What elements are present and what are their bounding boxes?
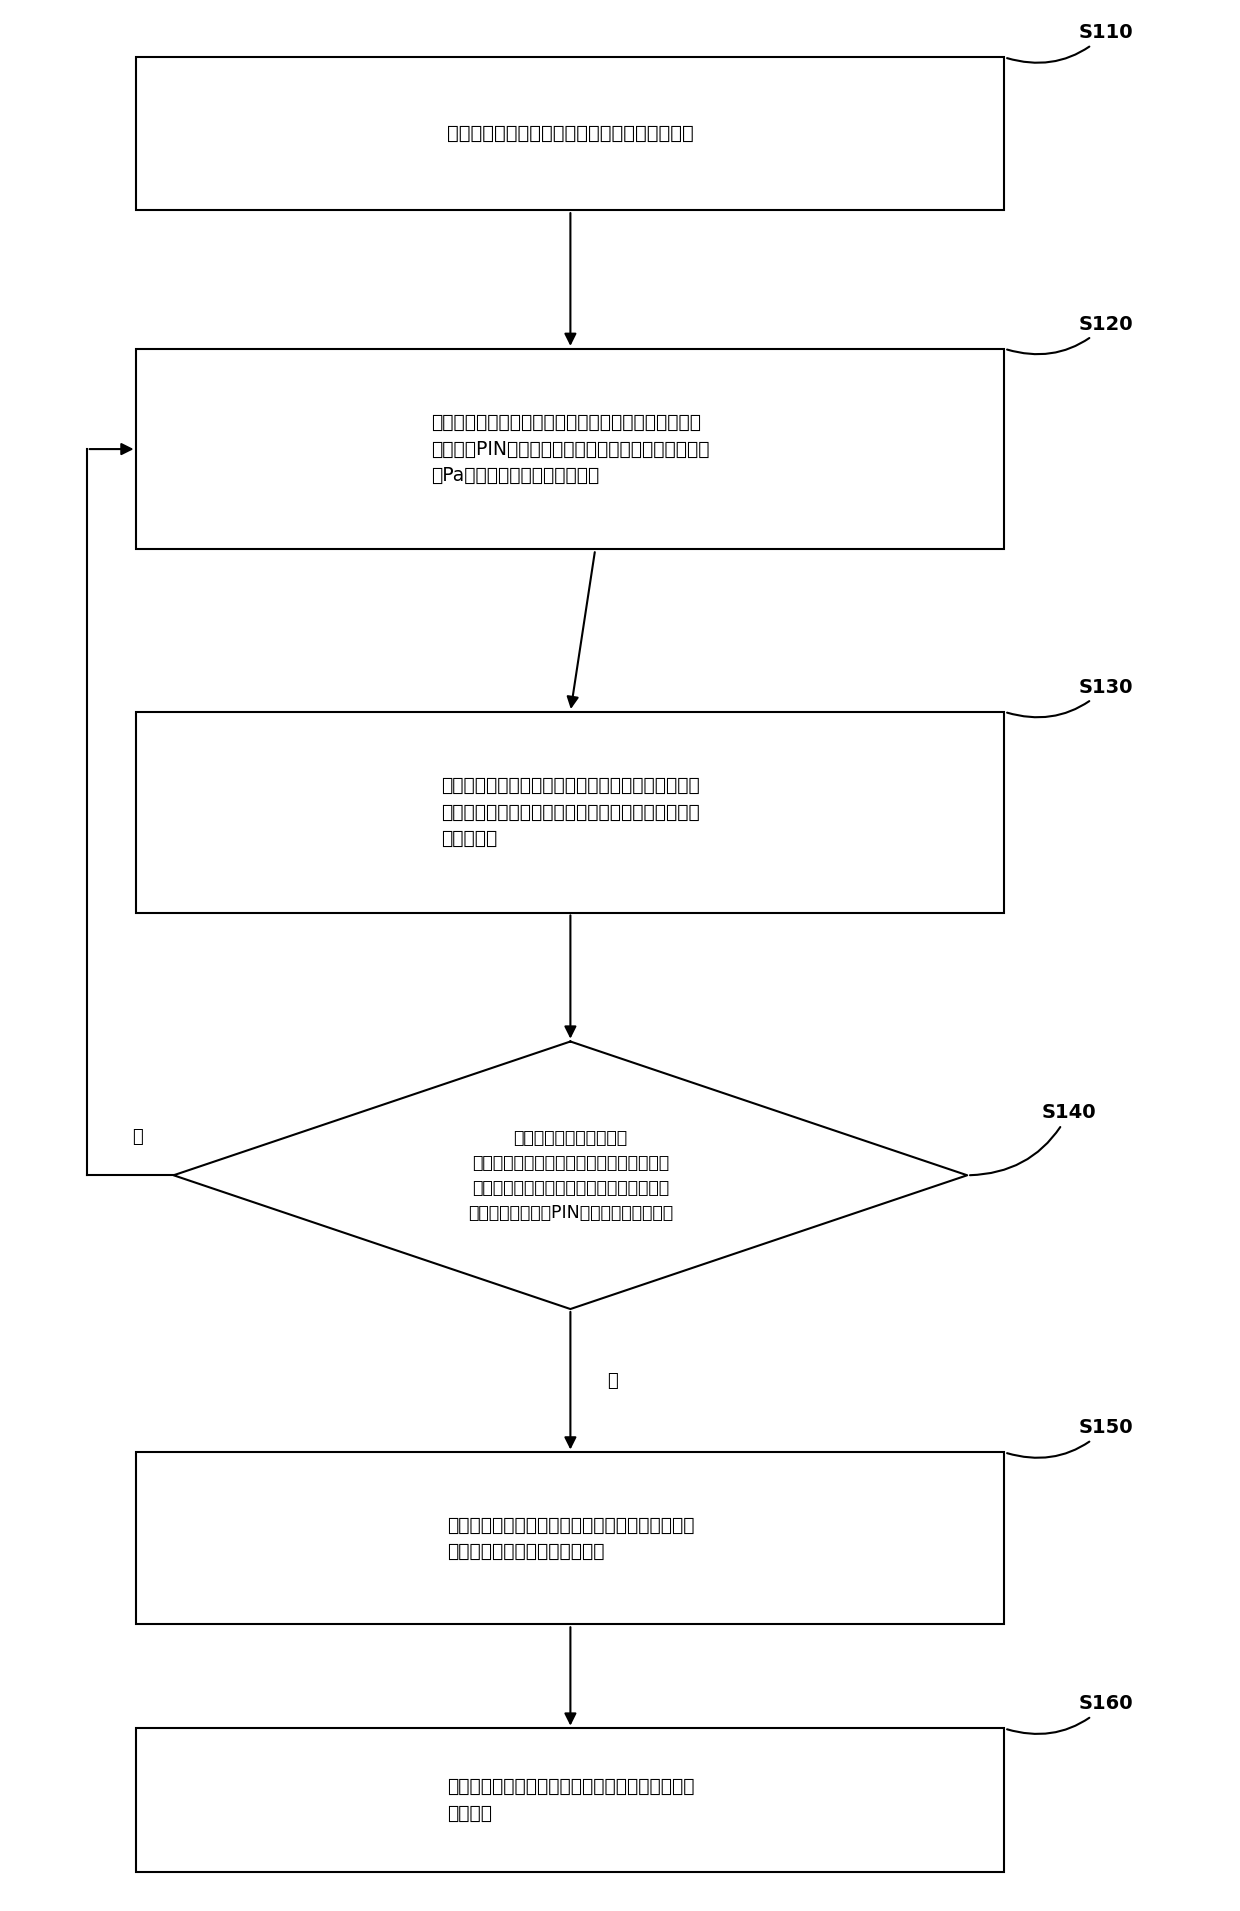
- Text: S110: S110: [1007, 23, 1133, 63]
- FancyBboxPatch shape: [136, 348, 1004, 550]
- Polygon shape: [174, 1041, 967, 1309]
- Text: S130: S130: [1007, 678, 1133, 717]
- FancyBboxPatch shape: [136, 1452, 1004, 1624]
- Text: 调整照明系统的光强大小，使基准探测器单元探测的光
功率值为PIN光电二极管在线性工作区中的最小光功率
值Pa，并记录当前所测的电压值: 调整照明系统的光强大小，使基准探测器单元探测的光 功率值为PIN光电二极管在线性…: [432, 413, 709, 485]
- Text: 将基准探测器单元再置于
照面的中心点，增加照明系统的光功率值，
记录当前所测的电压后，判断光照明系统的
光功率值是否达到PIN光电二极管的饱和区: 将基准探测器单元再置于 照面的中心点，增加照明系统的光功率值， 记录当前所测的电…: [467, 1129, 673, 1221]
- FancyBboxPatch shape: [136, 713, 1004, 913]
- FancyBboxPatch shape: [136, 1728, 1004, 1873]
- Text: S160: S160: [1007, 1695, 1133, 1733]
- Text: S120: S120: [1007, 315, 1133, 354]
- Text: 将基准探测器单元的基准探头置于照面的中心点: 将基准探测器单元的基准探头置于照面的中心点: [448, 124, 693, 143]
- Text: 否: 否: [131, 1127, 143, 1147]
- Text: 取下基准探头，将其余探测器单元的探头逐个置于照
面的中心点上，并分别记录下每一个探测器单元所测
出的电压值: 取下基准探头，将其余探测器单元的探头逐个置于照 面的中心点上，并分别记录下每一个…: [441, 776, 699, 848]
- Text: S150: S150: [1007, 1418, 1133, 1458]
- FancyBboxPatch shape: [136, 57, 1004, 210]
- Text: 通过修正公式分别对其余所述探测器单元的电压值
进行修正: 通过修正公式分别对其余所述探测器单元的电压值 进行修正: [446, 1777, 694, 1823]
- Text: 根据基准探测器单元的电压值及对应的光功率值，
得到基准探测器单元的线性方程: 根据基准探测器单元的电压值及对应的光功率值， 得到基准探测器单元的线性方程: [446, 1515, 694, 1561]
- Text: S140: S140: [970, 1103, 1096, 1175]
- Text: 是: 是: [608, 1372, 619, 1389]
